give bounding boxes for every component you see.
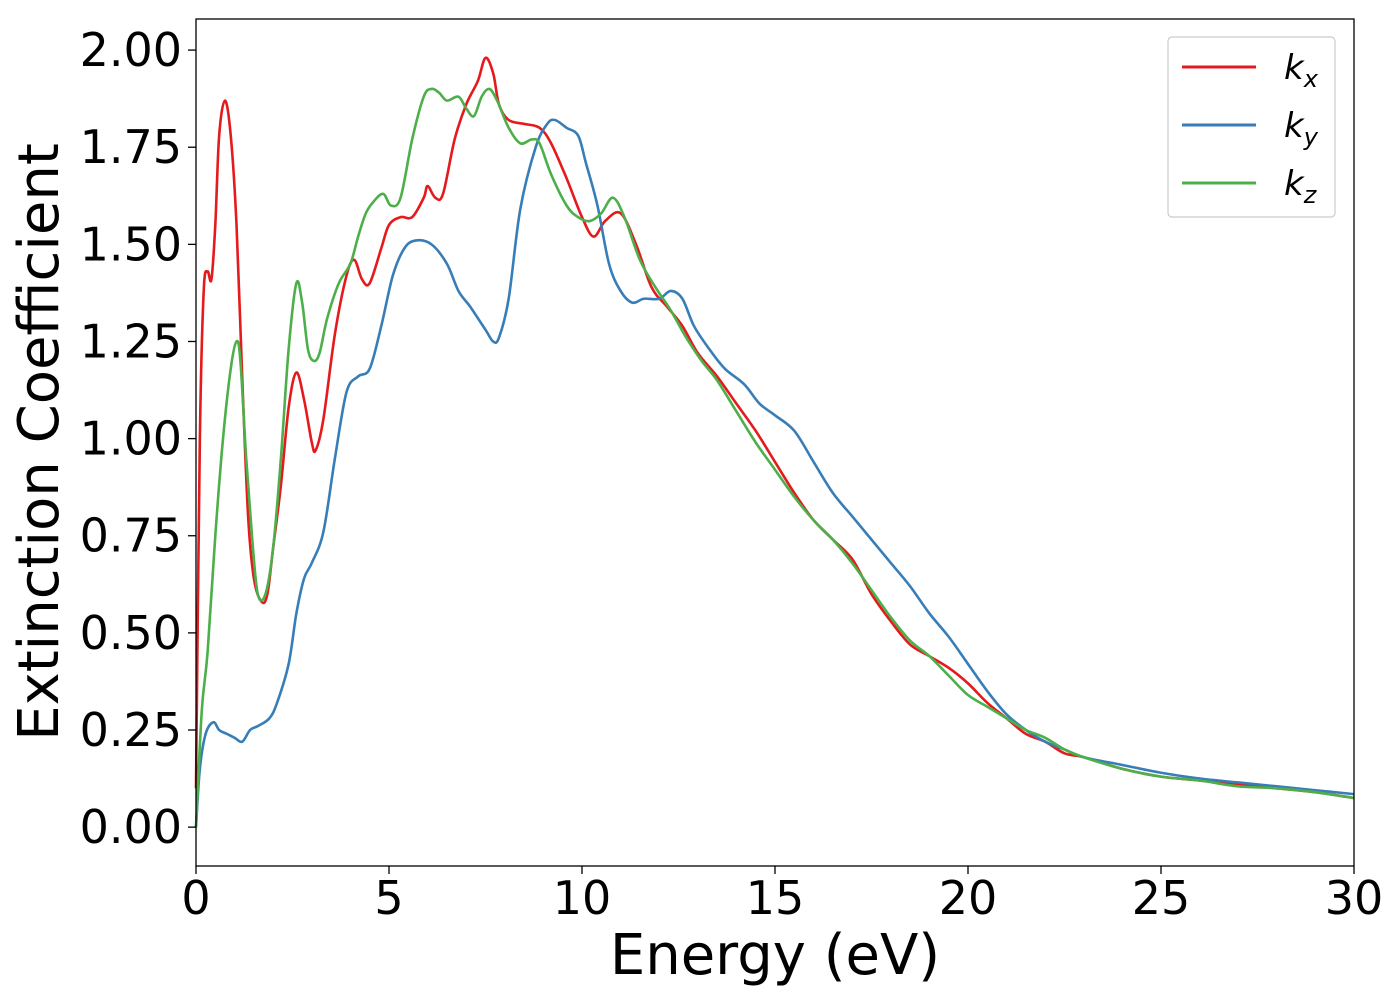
y-tick-label: 0.50 — [80, 606, 182, 660]
y-tick-label: 0.75 — [80, 509, 182, 563]
y-tick-label: 0.00 — [80, 800, 182, 854]
x-tick-label: 30 — [1325, 871, 1384, 925]
x-axis-ticks: 0 5 10 15 20 25 30 — [181, 866, 1383, 925]
legend-box — [1167, 36, 1336, 218]
y-tick-label: 1.25 — [80, 314, 182, 368]
y-tick-label: 2.00 — [80, 23, 182, 77]
y-axis-ticks: 0.00 0.25 0.50 0.75 1.00 1.25 1.50 1.75 2.00 — [80, 23, 196, 854]
series-line-k-y — [194, 118, 1355, 828]
x-axis-label: Energy (eV) — [610, 923, 940, 988]
x-tick-label: 15 — [746, 871, 805, 925]
y-axis-label: Extinction Coefficient — [7, 143, 72, 741]
series-line-k-z — [194, 87, 1355, 828]
y-tick-label: 1.50 — [80, 217, 182, 271]
x-tick-label: 5 — [374, 871, 403, 925]
x-tick-label: 25 — [1132, 871, 1191, 925]
series-line-k-x — [194, 56, 1355, 800]
y-tick-label: 1.75 — [80, 120, 182, 174]
x-tick-label: 20 — [939, 871, 998, 925]
x-tick-label: 10 — [553, 871, 612, 925]
y-tick-label: 0.25 — [80, 703, 182, 757]
series-layer — [194, 56, 1355, 828]
y-tick-label: 1.00 — [80, 412, 182, 466]
x-tick-label: 0 — [181, 871, 210, 925]
